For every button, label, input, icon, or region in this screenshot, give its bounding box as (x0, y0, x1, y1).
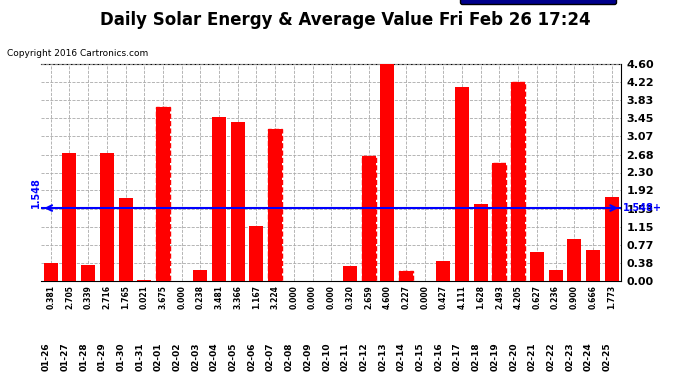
Text: 02-17: 02-17 (453, 342, 462, 371)
Text: 0.000: 0.000 (326, 285, 336, 309)
Text: Copyright 2016 Cartronics.com: Copyright 2016 Cartronics.com (7, 49, 148, 58)
Text: 3.366: 3.366 (233, 285, 242, 309)
Bar (193, 270, 207, 281)
Text: 02-02: 02-02 (172, 343, 181, 371)
Bar (455, 87, 469, 281)
Text: 01-27: 01-27 (61, 342, 70, 371)
Text: 2.493: 2.493 (495, 285, 504, 309)
Bar (399, 270, 413, 281)
Bar (343, 266, 357, 281)
Bar (156, 108, 170, 281)
Text: 01-29: 01-29 (98, 342, 107, 371)
Text: 1.548+: 1.548+ (623, 203, 662, 213)
Bar (249, 226, 264, 281)
Text: 0.000: 0.000 (420, 285, 429, 309)
Text: 0.381: 0.381 (46, 285, 55, 309)
Bar (586, 250, 600, 281)
Text: 01-26: 01-26 (42, 343, 51, 371)
Bar (100, 153, 114, 281)
Legend: Average ($), Daily  ($): Average ($), Daily ($) (460, 0, 616, 4)
Bar (511, 82, 525, 281)
Text: 02-15: 02-15 (415, 343, 424, 371)
Text: 02-07: 02-07 (266, 343, 275, 371)
Bar (81, 265, 95, 281)
Text: 0.021: 0.021 (140, 285, 149, 309)
Bar (137, 280, 151, 281)
Bar (511, 82, 525, 281)
Bar (119, 198, 132, 281)
Text: 1.167: 1.167 (252, 285, 261, 309)
Text: 02-04: 02-04 (210, 343, 219, 371)
Text: 0.627: 0.627 (533, 285, 542, 309)
Text: 02-22: 02-22 (546, 343, 555, 371)
Text: 3.675: 3.675 (159, 285, 168, 309)
Text: 0.427: 0.427 (439, 285, 448, 309)
Bar (43, 263, 58, 281)
Bar (62, 153, 77, 281)
Text: 0.000: 0.000 (289, 285, 298, 309)
Text: 1.773: 1.773 (607, 285, 616, 309)
Bar (268, 129, 282, 281)
Text: 02-14: 02-14 (397, 342, 406, 371)
Text: 02-05: 02-05 (228, 343, 238, 371)
Bar (549, 270, 562, 281)
Text: 4.600: 4.600 (383, 285, 392, 309)
Text: 1.765: 1.765 (121, 285, 130, 309)
Text: 02-19: 02-19 (491, 342, 500, 371)
Text: 1.548: 1.548 (32, 177, 41, 208)
Text: 02-10: 02-10 (322, 343, 331, 371)
Text: 02-24: 02-24 (584, 342, 593, 371)
Text: 02-11: 02-11 (341, 343, 350, 371)
Text: 0.900: 0.900 (570, 285, 579, 309)
Text: 01-31: 01-31 (135, 343, 144, 371)
Bar (493, 164, 506, 281)
Text: 0.666: 0.666 (589, 285, 598, 309)
Text: 02-12: 02-12 (359, 343, 368, 371)
Bar (268, 129, 282, 281)
Text: 4.111: 4.111 (457, 285, 466, 309)
Text: 02-08: 02-08 (285, 343, 294, 371)
Text: 02-06: 02-06 (248, 343, 257, 371)
Text: 02-09: 02-09 (304, 343, 313, 371)
Bar (212, 117, 226, 281)
Text: 0.236: 0.236 (551, 285, 560, 309)
Bar (474, 204, 488, 281)
Text: 02-01: 02-01 (154, 343, 163, 371)
Text: 02-13: 02-13 (378, 343, 387, 371)
Text: 02-23: 02-23 (565, 343, 574, 371)
Bar (530, 252, 544, 281)
Text: 02-20: 02-20 (509, 343, 518, 371)
Text: 2.705: 2.705 (65, 285, 74, 309)
Text: 02-18: 02-18 (472, 343, 481, 371)
Bar (156, 108, 170, 281)
Text: 3.224: 3.224 (270, 285, 279, 309)
Text: 0.320: 0.320 (346, 285, 355, 309)
Bar (436, 261, 451, 281)
Text: 02-21: 02-21 (528, 343, 537, 371)
Text: 4.205: 4.205 (513, 285, 522, 309)
Text: 0.238: 0.238 (196, 285, 205, 309)
Text: 2.716: 2.716 (102, 285, 111, 309)
Text: 02-16: 02-16 (435, 343, 444, 371)
Bar (230, 122, 245, 281)
Text: 02-25: 02-25 (602, 343, 611, 371)
Text: 1.628: 1.628 (476, 285, 485, 309)
Text: 0.000: 0.000 (308, 285, 317, 309)
Bar (604, 197, 619, 281)
Text: 3.481: 3.481 (215, 285, 224, 309)
Text: 0.227: 0.227 (402, 285, 411, 309)
Bar (362, 156, 375, 281)
Bar (567, 239, 581, 281)
Text: 02-03: 02-03 (191, 343, 200, 371)
Bar (399, 270, 413, 281)
Text: Daily Solar Energy & Average Value Fri Feb 26 17:24: Daily Solar Energy & Average Value Fri F… (99, 11, 591, 29)
Text: 2.659: 2.659 (364, 285, 373, 309)
Bar (362, 156, 375, 281)
Bar (493, 164, 506, 281)
Text: 0.339: 0.339 (83, 285, 92, 309)
Text: 01-30: 01-30 (117, 343, 126, 371)
Text: 0.000: 0.000 (177, 285, 186, 309)
Bar (380, 64, 394, 281)
Text: 01-28: 01-28 (79, 343, 88, 371)
